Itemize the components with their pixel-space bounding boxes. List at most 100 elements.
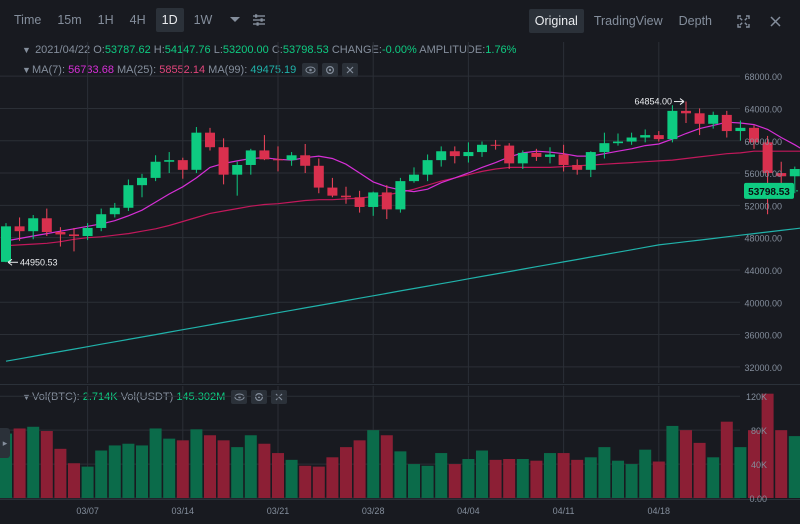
axes: 68000.00 64000.00 60000.00 56000.00 52000.00… <box>76 72 782 516</box>
interval-4h[interactable]: 4H <box>129 13 146 27</box>
volume-bar <box>13 428 26 498</box>
volume-bar <box>693 442 706 498</box>
interval-15m[interactable]: 15m <box>57 13 82 27</box>
candle-body <box>558 154 569 165</box>
view-tradingview[interactable]: TradingView <box>593 14 663 28</box>
grid-lines <box>0 42 800 500</box>
candle-body <box>504 145 515 164</box>
low-marker-arrowhead <box>7 258 13 266</box>
settings-sliders-icon[interactable] <box>248 9 270 31</box>
high-label: H: <box>153 44 165 56</box>
volume-bar <box>707 457 720 498</box>
volume-bar <box>326 457 339 498</box>
volume-bar <box>680 430 692 498</box>
eye-icon[interactable] <box>231 390 248 404</box>
volume-bar <box>462 458 475 498</box>
remove-indicator-icon[interactable] <box>271 390 288 404</box>
fullscreen-icon[interactable] <box>732 10 754 32</box>
volume-bar <box>435 453 448 498</box>
date-tick-label: 04/04 <box>457 506 480 516</box>
volume-bar <box>353 440 366 498</box>
volume-bar <box>652 461 665 498</box>
candle-body <box>422 160 433 175</box>
interval-1w[interactable]: 1W <box>193 13 213 27</box>
volume-bar <box>489 459 502 498</box>
close-icon[interactable] <box>764 10 786 32</box>
candle-body <box>681 110 691 114</box>
volume-bar <box>448 464 461 498</box>
collapse-caret-icon[interactable]: ▼ <box>22 45 31 55</box>
eye-icon[interactable] <box>302 63 319 77</box>
ma25-line <box>5 150 800 247</box>
volume-bar <box>231 447 244 498</box>
markers: 53798.53 64854.00 44950.53 <box>7 97 800 267</box>
volume-bar <box>530 460 543 498</box>
ma25-label: MA(25): <box>117 64 157 76</box>
view-depth[interactable]: Depth <box>678 14 712 28</box>
remove-indicator-icon[interactable] <box>342 63 359 77</box>
volume-bar <box>258 443 271 498</box>
volume-tick-label: 0.00 <box>749 494 767 504</box>
volume-bar <box>639 449 652 498</box>
interval-1d[interactable]: 1D <box>155 8 184 32</box>
ma99-value: 49475.19 <box>250 64 297 76</box>
price-tick-label: 56000.00 <box>744 169 782 179</box>
date-tick-label: 04/11 <box>553 506 575 516</box>
time-toggle[interactable]: Time <box>14 13 42 27</box>
candle-body <box>381 192 392 210</box>
vol-btc-label: Vol(BTC): <box>32 391 80 403</box>
volume-bar <box>380 435 393 498</box>
view-original[interactable]: Original <box>528 9 584 33</box>
candle-body <box>626 137 637 142</box>
volume-bar <box>421 465 434 498</box>
candle-body <box>14 226 25 232</box>
candle-body <box>55 231 66 235</box>
ohlc-legend: ▼ 2021/04/22 O:53787.62 H:54147.76 L:532… <box>22 44 516 56</box>
date-tick-label: 03/28 <box>362 506 385 516</box>
candle-body <box>531 152 542 157</box>
candle-body <box>640 135 651 138</box>
candle-body <box>273 159 283 161</box>
volume-bar <box>584 457 597 498</box>
volume-bar <box>761 393 774 498</box>
date-tick-label: 03/14 <box>172 506 195 516</box>
candle-body <box>708 114 719 124</box>
candle-body <box>653 135 664 140</box>
volume-tick-label: 80K <box>751 426 767 436</box>
price-tick-label: 44000.00 <box>744 266 782 276</box>
candle-body <box>137 177 147 186</box>
candle-body <box>354 197 365 207</box>
caret-down-icon[interactable] <box>224 9 246 31</box>
settings-icon[interactable] <box>251 390 268 404</box>
collapse-caret-icon[interactable]: ▼ <box>22 392 31 402</box>
collapse-caret-icon[interactable]: ▼ <box>22 65 31 75</box>
volume-bar <box>612 460 624 498</box>
candle-body <box>395 181 406 210</box>
low-marker-label: 44950.53 <box>20 257 58 267</box>
candle-body <box>436 151 447 161</box>
candle-body <box>327 187 338 196</box>
vol-usdt-label: Vol(USDT) <box>120 391 174 403</box>
ma99-series <box>5 227 800 362</box>
date-tick-label: 03/07 <box>76 506 99 516</box>
candle-body <box>409 174 419 182</box>
amplitude-value: 1.76% <box>485 44 517 56</box>
volume-bar <box>285 459 298 498</box>
panel-expand-handle[interactable]: ▸ <box>0 428 10 458</box>
vol-btc-value: 2.714K <box>82 391 118 403</box>
high-marker-label: 64854.00 <box>634 97 672 107</box>
price-tick-label: 40000.00 <box>744 298 782 308</box>
volume-bar <box>81 466 94 498</box>
candle-body <box>205 132 215 148</box>
volume-bar <box>367 430 380 498</box>
candle-body <box>762 142 773 174</box>
volume-bar <box>748 430 760 498</box>
candle-body <box>191 132 202 170</box>
volume-bar <box>734 447 747 498</box>
interval-1h[interactable]: 1H <box>97 13 114 27</box>
open-label: O: <box>93 44 105 56</box>
settings-icon[interactable] <box>322 63 339 77</box>
candle-body <box>776 173 787 177</box>
volume-bar <box>54 448 67 498</box>
